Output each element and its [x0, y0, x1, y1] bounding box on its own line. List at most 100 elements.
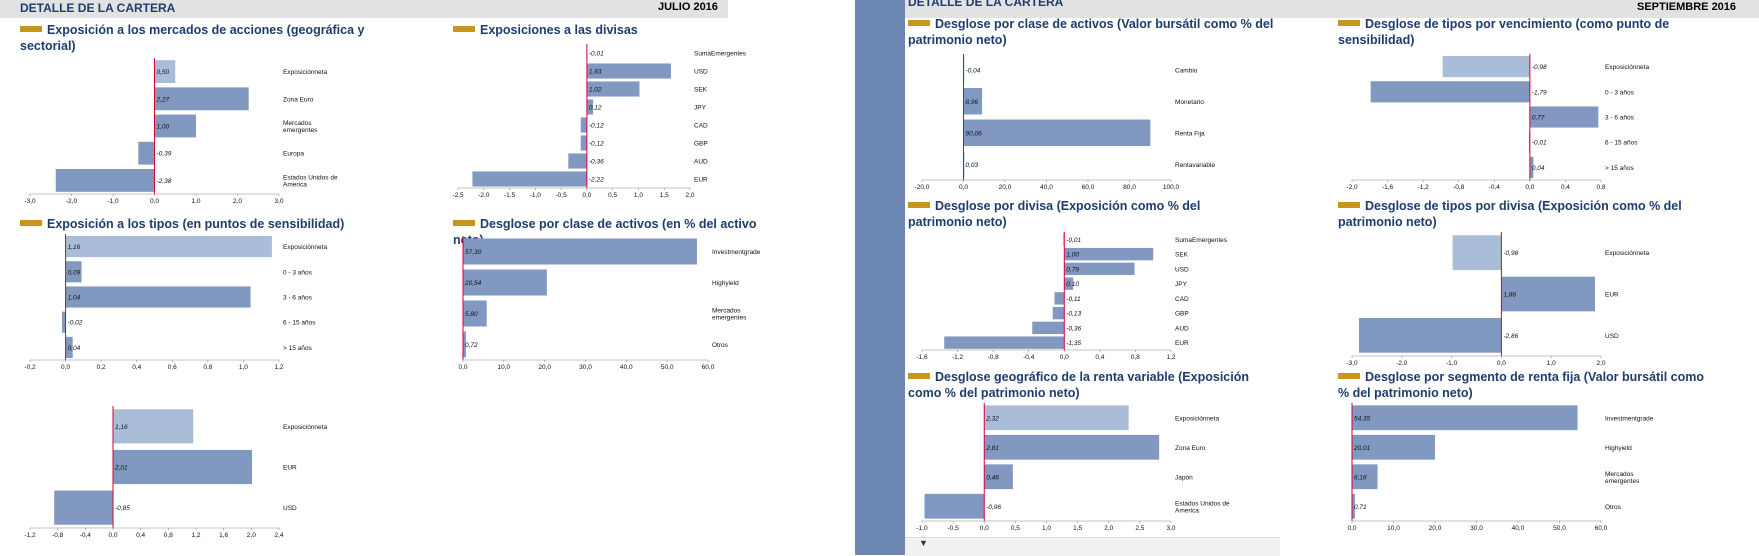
- category-label: Renta Fija: [1175, 130, 1205, 137]
- category-label: EUR: [694, 177, 708, 184]
- category-label: 0 - 3 años: [1605, 89, 1635, 96]
- panel-title: Desglose por segmento de renta fija (Val…: [1338, 369, 1708, 401]
- bar: [580, 117, 587, 133]
- data-label: 1,88: [1503, 292, 1516, 299]
- category-label: Mercados emergentes: [1605, 471, 1640, 485]
- chart-equity-geo-sept: 2,32 2,81 0,46 -0,96 Exposiciónneta Zona Euro…: [916, 403, 1282, 535]
- panel-rates-by-currency-sept: Desglose de tipos por divisa (Exposición…: [1338, 198, 1738, 378]
- x-tick-label: -0,4: [1489, 184, 1501, 191]
- bar: [1352, 434, 1436, 460]
- category-label: USD: [1605, 333, 1619, 340]
- data-label: 20,54: [464, 280, 482, 287]
- panel-title: Desglose de tipos por divisa (Exposición…: [1338, 198, 1688, 230]
- chart-maturity-sept: -0,98 -1,79 0,77 -0,01 0,04 Exposiciónneta 0 -…: [1346, 54, 1712, 194]
- page-divider: [855, 0, 905, 555]
- chart-svg: 2,32 2,81 0,46 -0,96 Exposiciónneta Zona Euro…: [916, 403, 1230, 532]
- data-label: -0,85: [115, 505, 130, 512]
- x-tick-label: 100,0: [1163, 184, 1180, 191]
- x-tick-label: 1,0: [239, 364, 248, 371]
- chart-svg: -0,01 1,63 1,02 0,12 -0,12 -0,12 -0,36 -2,22 Sum…: [452, 44, 747, 199]
- x-tick-label: 0,8: [1131, 354, 1140, 361]
- panel-title-text: Exposición a los tipos (en puntos de sen…: [47, 217, 345, 231]
- bar: [580, 135, 587, 151]
- category-label: 3 - 6 años: [283, 295, 313, 302]
- category-label: Estados Unidos de America: [283, 174, 338, 188]
- x-tick-label: 2,0: [233, 198, 242, 205]
- data-label: 1,00: [1066, 252, 1079, 259]
- x-tick-label: 60,0: [702, 364, 715, 371]
- bottom-toolbar: ▼: [905, 537, 1280, 556]
- x-tick-label: -2,0: [1346, 184, 1358, 191]
- x-tick-label: -0,4: [80, 532, 92, 539]
- category-label: SEK: [694, 87, 708, 94]
- data-label: -1,79: [1532, 89, 1547, 96]
- bar: [65, 236, 272, 258]
- bar: [1501, 276, 1596, 312]
- category-label: Cambio: [1175, 67, 1198, 74]
- chart-svg: -0,98 1,88 -2,86 Exposiciónneta EUR USD -3,0 -2…: [1346, 232, 1649, 367]
- bar: [463, 269, 547, 296]
- data-label: 0,71: [1354, 504, 1367, 511]
- bar: [924, 493, 985, 519]
- data-label: -0,01: [589, 51, 604, 58]
- panel-title-text: Desglose por clase de activos (Valor bur…: [908, 17, 1274, 47]
- data-label: -0,98: [1532, 64, 1547, 71]
- x-tick-label: 2,5: [1135, 525, 1144, 532]
- bar: [1064, 277, 1074, 290]
- x-tick-label: -0,4: [1023, 354, 1035, 361]
- panel-asset-class: Desglose por clase de activos (en % del …: [453, 216, 783, 376]
- data-label: -0,36: [589, 159, 604, 166]
- bar: [154, 87, 249, 111]
- x-tick-label: -0,5: [556, 192, 568, 199]
- category-label: EUR: [1605, 292, 1619, 299]
- category-label: Mercados emergentes: [712, 308, 747, 322]
- x-tick-label: -1,0: [530, 192, 542, 199]
- data-label: -0,39: [157, 151, 172, 158]
- bar: [65, 261, 82, 283]
- panel-title: Desglose por divisa (Exposición como % d…: [908, 198, 1268, 230]
- chart-svg: 1,16 0,09 1,04 -0,02 0,04 Exposiciónneta 0 - 3…: [24, 234, 327, 371]
- category-label: EUR: [1175, 340, 1189, 347]
- scroll-down-arrow-icon[interactable]: ▼: [919, 538, 928, 548]
- category-label: Exposiciónneta: [1175, 415, 1219, 422]
- category-label: AUD: [1175, 325, 1189, 332]
- x-tick-label: 0,4: [136, 532, 145, 539]
- x-tick-label: 0,0: [1497, 360, 1506, 367]
- panel-title: Desglose por clase de activos (Valor bur…: [908, 16, 1288, 48]
- x-tick-label: 1,0: [1042, 525, 1051, 532]
- x-tick-label: 0,0: [980, 525, 989, 532]
- data-label: -0,02: [68, 320, 83, 327]
- x-tick-label: 1,2: [191, 532, 200, 539]
- title-marker: [1338, 373, 1360, 379]
- header-bar-left: [0, 0, 728, 18]
- title-marker: [20, 26, 42, 32]
- bar: [984, 464, 1013, 490]
- bar: [1529, 156, 1534, 178]
- bar: [463, 238, 697, 265]
- x-tick-label: 2,0: [685, 192, 694, 199]
- x-tick-label: -1,2: [952, 354, 964, 361]
- data-label: 2,01: [114, 465, 128, 472]
- data-label: -0,12: [589, 141, 604, 148]
- bar: [1352, 405, 1578, 431]
- panel-title-text: Desglose de tipos por divisa (Exposición…: [1338, 199, 1682, 229]
- bar: [472, 171, 587, 187]
- data-label: 1,63: [589, 69, 602, 76]
- bar: [62, 311, 66, 333]
- chart-svg: 0,50 2,27 1,00 -0,39 -2,38 Exposiciónneta Zona…: [24, 58, 338, 205]
- x-tick-label: -20,0: [915, 184, 930, 191]
- x-tick-label: 2,4: [274, 532, 283, 539]
- x-tick-label: -2,0: [478, 192, 490, 199]
- x-tick-label: 0,8: [164, 532, 173, 539]
- data-label: 6,16: [1354, 474, 1367, 481]
- x-tick-label: 1,0: [191, 198, 200, 205]
- x-tick-label: 1,5: [1073, 525, 1082, 532]
- panel-title: Desglose de tipos por vencimiento (como …: [1338, 16, 1678, 48]
- category-label: JPY: [1175, 281, 1188, 288]
- bar: [586, 63, 671, 79]
- data-label: -0,12: [589, 123, 604, 130]
- bar: [1352, 493, 1355, 519]
- category-label: Investmentgrade: [712, 249, 761, 256]
- bar: [1352, 464, 1378, 490]
- x-tick-label: 0,0: [959, 184, 968, 191]
